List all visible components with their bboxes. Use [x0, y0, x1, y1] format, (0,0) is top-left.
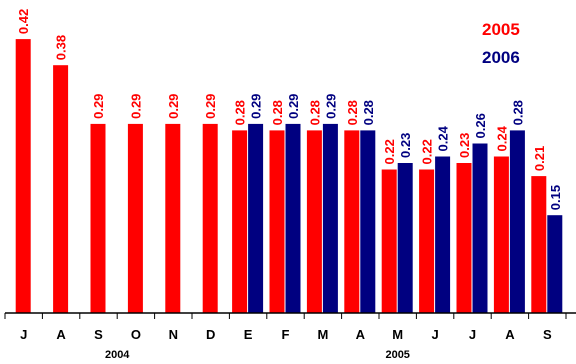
value-label-2005-14: 0.21 [532, 146, 547, 171]
value-label-2005-1: 0.38 [54, 35, 69, 60]
bar-2005-3 [127, 123, 143, 314]
bar-2005-0 [15, 39, 31, 313]
legend-item-2005: 2005 [482, 20, 520, 39]
year-label-1: 2005 [385, 349, 409, 361]
value-label-2005-6: 0.28 [233, 100, 248, 125]
bar-2005-13 [493, 156, 509, 313]
bar-2005-4 [165, 123, 181, 314]
value-label-2005-5: 0.29 [203, 94, 218, 119]
bar-2006-13 [509, 130, 525, 313]
value-label-2005-3: 0.29 [128, 94, 143, 119]
value-label-2005-13: 0.24 [494, 125, 509, 151]
bar-2005-9 [344, 130, 360, 313]
value-label-2005-9: 0.28 [345, 100, 360, 125]
x-tick-label-4: N [169, 327, 178, 342]
bar-2005-12 [456, 163, 472, 313]
x-tick-label-6: E [244, 327, 253, 342]
value-label-2005-8: 0.28 [307, 100, 322, 125]
x-tick-label-1: A [56, 327, 66, 342]
x-axis-ticks [4, 313, 567, 319]
x-tick-label-13: A [505, 327, 515, 342]
bar-2006-7 [285, 123, 301, 314]
bar-2005-8 [306, 130, 322, 313]
x-tick-label-10: M [392, 327, 403, 342]
bar-2005-1 [53, 65, 69, 313]
x-tick-label-2: S [94, 327, 103, 342]
value-label-2006-7: 0.29 [286, 94, 301, 119]
value-label-2006-14: 0.15 [548, 185, 563, 210]
x-tick-label-12: J [469, 327, 476, 342]
bar-2005-2 [90, 123, 106, 314]
value-label-2006-13: 0.28 [510, 100, 525, 125]
x-tick-label-0: J [20, 327, 27, 342]
x-tick-label-7: F [282, 327, 290, 342]
bars-layer [15, 39, 563, 314]
value-labels-layer: 0.420.380.29 0.29 0.29 0.29 0.28 0.29 0.28 0.29… [16, 9, 563, 210]
value-label-2005-11: 0.22 [420, 139, 435, 164]
value-label-2005-12: 0.23 [457, 133, 472, 158]
x-tick-label-11: J [431, 327, 438, 342]
bar-2005-10 [381, 169, 397, 313]
bar-2006-9 [360, 130, 376, 313]
bar-2006-11 [435, 156, 451, 313]
bar-2005-6 [232, 130, 248, 313]
bar-2006-12 [472, 143, 488, 313]
value-label-2006-6: 0.29 [249, 94, 264, 119]
x-tick-label-5: D [206, 327, 215, 342]
x-tick-label-14: S [543, 327, 552, 342]
value-label-2006-11: 0.24 [436, 125, 451, 151]
bar-2006-8 [322, 123, 338, 314]
value-label-2005-2: 0.29 [91, 94, 106, 119]
bar-2006-14 [547, 215, 563, 313]
year-group-labels: 2004 2005 [105, 349, 410, 361]
x-tick-label-8: M [317, 327, 328, 342]
legend-item-2006: 2006 [482, 48, 520, 67]
value-label-2005-7: 0.28 [270, 100, 285, 125]
bar-2006-10 [397, 163, 413, 313]
bar-2006-6 [248, 123, 264, 314]
value-label-2006-8: 0.29 [323, 94, 338, 119]
value-label-2005-4: 0.29 [166, 94, 181, 119]
year-label-0: 2004 [105, 349, 130, 361]
bar-2005-7 [269, 130, 285, 313]
bar-2005-5 [202, 123, 218, 314]
bar-2005-11 [419, 169, 435, 313]
x-tick-label-9: A [356, 327, 366, 342]
value-label-2005-10: 0.22 [382, 139, 397, 164]
bar-2005-14 [531, 176, 547, 313]
value-label-2005-0: 0.42 [16, 9, 31, 34]
value-label-2006-10: 0.23 [398, 133, 413, 158]
value-label-2006-12: 0.26 [473, 113, 488, 138]
value-label-2006-9: 0.28 [361, 100, 376, 125]
x-tick-label-3: O [131, 327, 141, 342]
